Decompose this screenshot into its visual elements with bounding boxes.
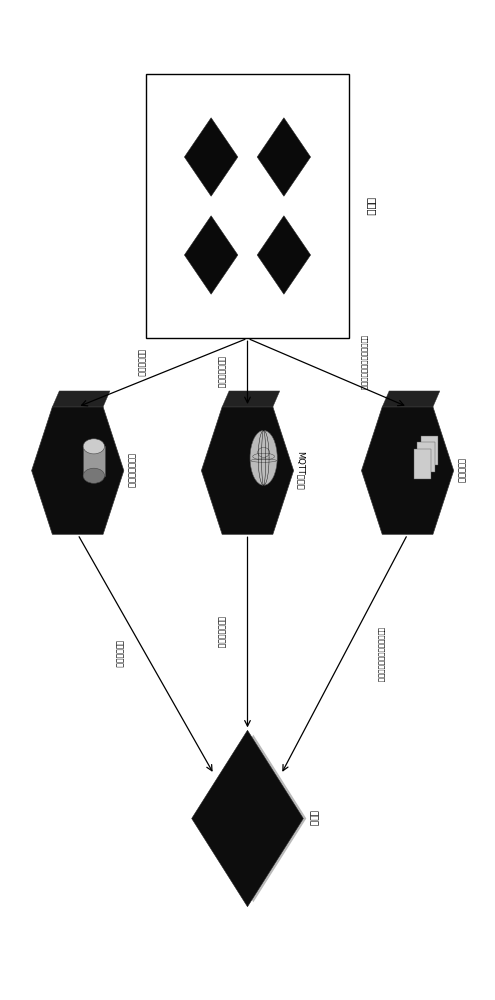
- Text: 下载试题图片、上传作业图片: 下载试题图片、上传作业图片: [361, 335, 367, 390]
- Polygon shape: [185, 118, 238, 196]
- FancyBboxPatch shape: [83, 446, 104, 476]
- Text: 发送、接收消息: 发送、接收消息: [216, 616, 225, 648]
- Polygon shape: [222, 391, 280, 407]
- Text: MQTT服务器: MQTT服务器: [296, 451, 305, 490]
- Text: 教师端: 教师端: [308, 810, 317, 827]
- Ellipse shape: [83, 468, 104, 483]
- Polygon shape: [382, 391, 440, 407]
- Text: 发送、接收消息: 发送、接收消息: [216, 356, 225, 389]
- Polygon shape: [361, 407, 453, 534]
- Ellipse shape: [83, 439, 104, 454]
- Bar: [146, 74, 349, 338]
- Text: 上传统计数据: 上传统计数据: [115, 640, 124, 668]
- Polygon shape: [257, 216, 310, 294]
- Bar: [417, 442, 435, 472]
- Polygon shape: [257, 118, 310, 196]
- Text: 数据统计服务器: 数据统计服务器: [126, 453, 135, 488]
- Polygon shape: [201, 407, 294, 534]
- Text: 上传统计数据: 上传统计数据: [136, 349, 145, 377]
- Text: 上传试题图片、上传作业图片: 上传试题图片、上传作业图片: [377, 627, 384, 682]
- Polygon shape: [185, 216, 238, 294]
- Polygon shape: [192, 730, 303, 907]
- Polygon shape: [32, 407, 124, 534]
- Text: 文件服务器: 文件服务器: [456, 458, 465, 483]
- Bar: [414, 449, 432, 479]
- Bar: [421, 436, 438, 465]
- Polygon shape: [52, 391, 110, 407]
- Text: 手机端: 手机端: [366, 197, 376, 215]
- Polygon shape: [200, 735, 306, 902]
- Circle shape: [250, 430, 277, 485]
